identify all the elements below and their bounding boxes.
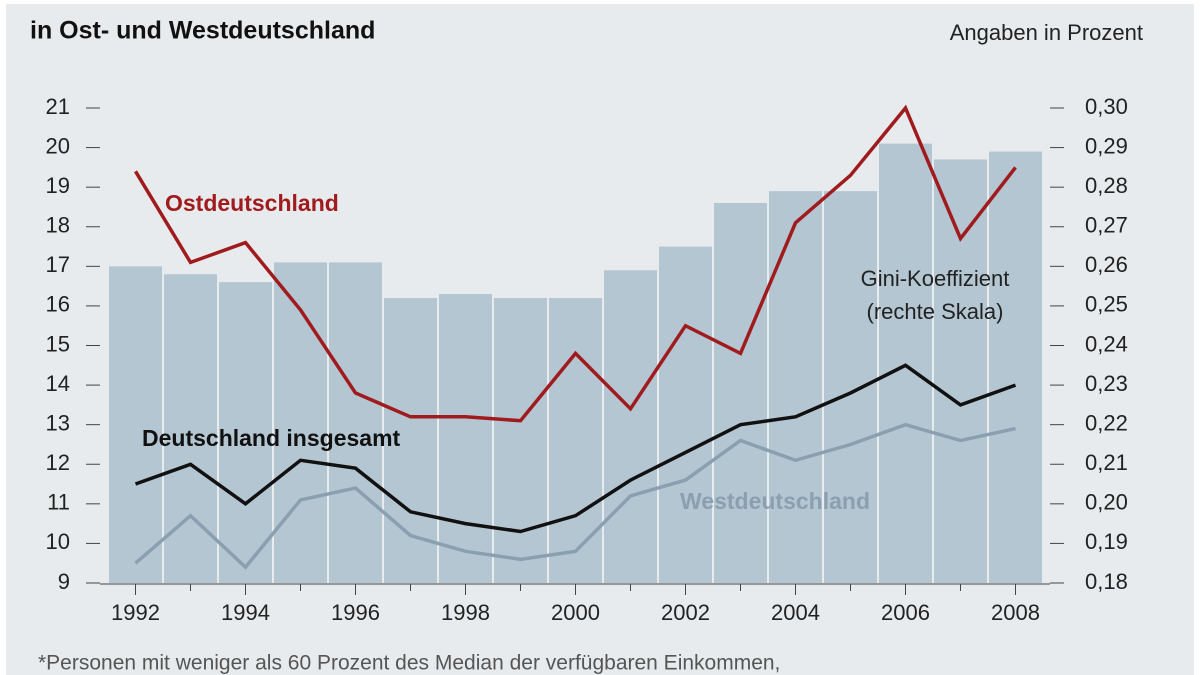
- y-tick-label: 9: [58, 569, 70, 594]
- bar: [934, 159, 987, 584]
- y2-tick-label: 0,23: [1085, 371, 1128, 396]
- bar: [824, 191, 877, 583]
- footnote: *Personen mit weniger als 60 Prozent des…: [38, 652, 780, 675]
- y2-tick-label: 0,24: [1085, 331, 1128, 356]
- y-tick-label: 21: [46, 94, 70, 119]
- bar: [219, 282, 272, 583]
- y-tick-label: 10: [46, 529, 70, 554]
- x-tick-label: 1992: [111, 600, 160, 625]
- bar: [549, 298, 602, 583]
- chart-title: in Ost- und Westdeutschland: [30, 17, 375, 45]
- y-tick-label: 15: [46, 331, 70, 356]
- x-tick-label: 2006: [881, 600, 930, 625]
- bar: [659, 246, 712, 583]
- bar: [879, 143, 932, 583]
- bar: [329, 262, 382, 583]
- bar: [439, 294, 492, 583]
- x-tick-label: 2000: [551, 600, 600, 625]
- bar: [109, 266, 162, 583]
- y2-tick-label: 0,19: [1085, 529, 1128, 554]
- x-tick-label: 1998: [441, 600, 490, 625]
- x-tick-label: 2004: [771, 600, 820, 625]
- y2-tick-label: 0,25: [1085, 292, 1128, 317]
- line-series: [134, 422, 1016, 570]
- y-tick-label: 19: [46, 173, 70, 198]
- x-tick-label: 2002: [661, 600, 710, 625]
- y-tick-label: 18: [46, 213, 70, 238]
- bar: [989, 151, 1042, 583]
- y2-tick-label: 0,27: [1085, 213, 1128, 238]
- line-series: [134, 104, 1017, 423]
- y-tick-label: 17: [46, 252, 70, 277]
- x-tick-label: 1994: [221, 600, 270, 625]
- y2-tick-label: 0,22: [1085, 410, 1128, 435]
- y-tick-label: 12: [46, 450, 70, 475]
- y-tick-label: 11: [47, 490, 70, 515]
- bar: [604, 270, 657, 583]
- series-label: Ostdeutschland: [165, 190, 339, 216]
- y2-tick-label: 0,28: [1085, 173, 1128, 198]
- series-label: Deutschland insgesamt: [142, 425, 401, 451]
- y-tick-label: 20: [46, 133, 70, 158]
- y2-tick-label: 0,26: [1085, 252, 1128, 277]
- y2-tick-label: 0,21: [1085, 450, 1128, 475]
- line-series: [134, 363, 1017, 534]
- bar: [714, 203, 767, 583]
- bar: [494, 298, 547, 583]
- bar: [769, 191, 822, 583]
- series-label: Gini-Koeffizient (rechte Skala): [860, 266, 1010, 324]
- x-tick-label: 2008: [991, 600, 1040, 625]
- y-tick-label: 13: [46, 410, 70, 435]
- series-label: Westdeutschland: [680, 488, 870, 514]
- bar: [274, 262, 327, 583]
- y2-tick-label: 0,20: [1085, 490, 1128, 515]
- y-tick-label: 16: [46, 292, 70, 317]
- chart-subtitle: Angaben in Prozent: [950, 20, 1143, 45]
- y2-tick-label: 0,29: [1085, 133, 1128, 158]
- y2-tick-label: 0,30: [1085, 94, 1128, 119]
- y-tick-label: 14: [46, 371, 70, 396]
- y2-tick-label: 0,18: [1085, 569, 1128, 594]
- x-tick-label: 1996: [331, 600, 380, 625]
